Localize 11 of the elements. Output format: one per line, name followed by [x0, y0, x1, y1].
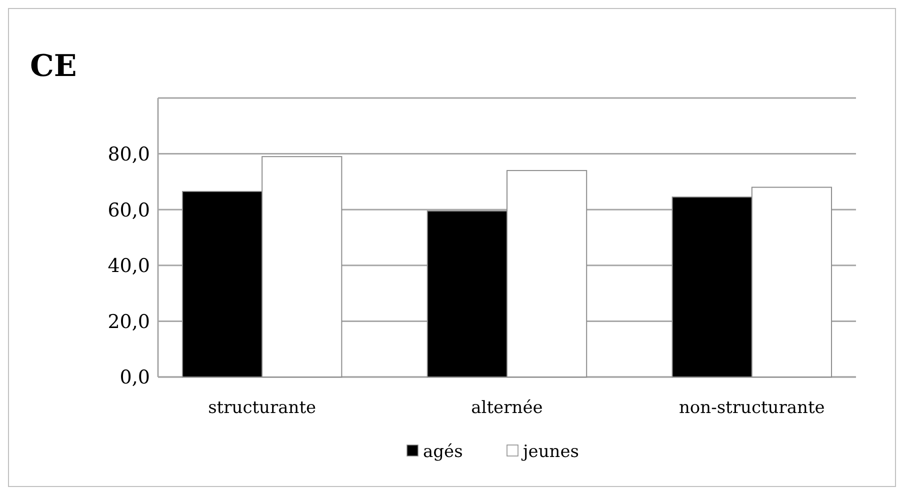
y-tick-label: 40,0 — [108, 255, 150, 278]
legend-label: jeunes — [521, 442, 580, 462]
y-tick-label: 0,0 — [120, 366, 150, 389]
x-tick-label: non-structurante — [678, 398, 825, 418]
x-tick-label: structurante — [208, 398, 316, 418]
chart-title: CE — [30, 49, 77, 84]
x-tick-label: alternée — [471, 398, 543, 418]
y-tick-label: 80,0 — [108, 143, 150, 166]
y-tick-label: 20,0 — [108, 310, 150, 333]
legend-label: agés — [423, 442, 463, 462]
y-tick-label: 60,0 — [108, 199, 150, 222]
